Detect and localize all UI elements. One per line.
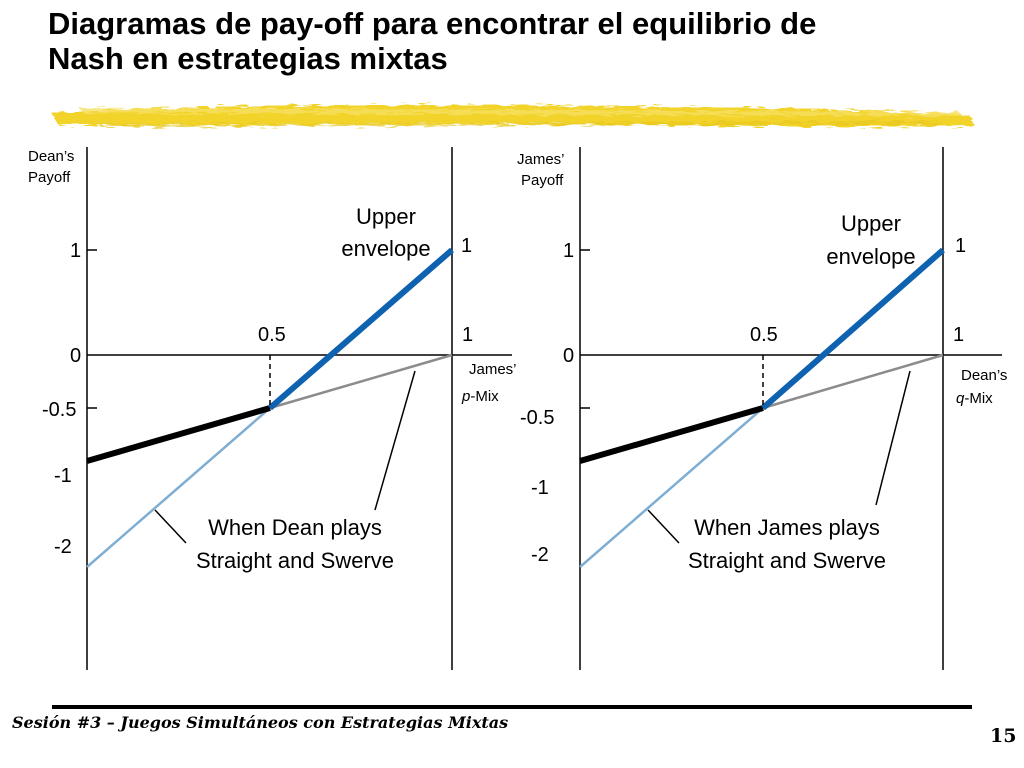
slide-title: Diagramas de pay-off para encontrar el e…: [48, 6, 988, 76]
left-straight-payoff-line: [86, 407, 271, 568]
left-upper-envelope-upper-segment: [268, 247, 454, 411]
left-x-label-one: 1: [462, 324, 473, 346]
right-tick-label-neg2: -2: [531, 544, 549, 566]
left-y-axis-label-line-2: Payoff: [28, 169, 71, 186]
right-x-label-one: 1: [953, 324, 964, 346]
right-x-axis-label-line-1: Dean’s: [961, 367, 1007, 384]
right-right-axis-label-one: 1: [955, 235, 966, 257]
left-x-axis-variable: p: [461, 388, 470, 405]
right-x-axis-suffix: -Mix: [964, 390, 993, 407]
right-pointer-straight: [647, 509, 680, 544]
left-tick-label-neg2: -2: [54, 536, 72, 558]
left-annotation-line-2: Straight and Swerve: [196, 548, 394, 573]
right-x-label-half: 0.5: [750, 324, 778, 346]
right-upper-envelope-lower-segment: [579, 405, 764, 464]
left-tick-label-0: 0: [70, 345, 81, 367]
right-tick-label-neg1: -1: [531, 477, 549, 499]
left-panel: Dean’s Payoff 1 0 -0.5 -1 -2 0.5 1 1 Upp…: [28, 147, 517, 670]
right-upper-envelope-label-line-2: envelope: [826, 244, 915, 269]
right-panel: James’ Payoff 1 0 -0.5 -1 -2 0.5 1 1 Upp…: [517, 147, 1007, 670]
left-upper-envelope-label-line-2: envelope: [341, 236, 430, 261]
title-highlight-stroke: [52, 104, 972, 127]
left-pointer-straight: [154, 509, 187, 544]
right-y-axis-label-line-1: James’: [517, 151, 565, 168]
left-x-axis-label-line-2: p-Mix: [461, 388, 499, 405]
slide-title-line-1: Diagramas de pay-off para encontrar el e…: [48, 6, 817, 41]
left-swerve-payoff-line: [269, 353, 453, 410]
left-y-axis-label-line-1: Dean’s: [28, 148, 74, 165]
left-upper-envelope-label-line-1: Upper: [356, 204, 416, 229]
right-y-axis-label-line-2: Payoff: [521, 172, 564, 189]
left-x-label-half: 0.5: [258, 324, 286, 346]
page-number: 15: [990, 725, 1017, 747]
right-upper-envelope-upper-segment: [761, 247, 945, 411]
left-x-axis-label-line-1: James’: [469, 361, 517, 378]
right-swerve-payoff-line: [762, 353, 944, 410]
footer-session-text: Sesión #3 – Juegos Simultáneos con Estra…: [12, 713, 509, 732]
right-tick-label-0: 0: [563, 345, 574, 367]
left-upper-envelope-lower-segment: [86, 405, 271, 464]
right-straight-payoff-line: [579, 407, 764, 568]
right-pointer-swerve: [875, 370, 911, 506]
left-pointer-swerve: [374, 370, 416, 511]
left-tick-label-neg05: -0.5: [42, 399, 76, 421]
right-annotation-line-1: When James plays: [694, 515, 880, 540]
left-right-axis-label-one: 1: [461, 235, 472, 257]
left-tick-label-1: 1: [70, 240, 81, 262]
right-upper-envelope-label-line-1: Upper: [841, 211, 901, 236]
left-x-axis-suffix: -Mix: [470, 388, 499, 405]
right-annotation-line-2: Straight and Swerve: [688, 548, 886, 573]
right-tick-label-neg05: -0.5: [520, 407, 554, 429]
left-annotation-line-1: When Dean plays: [208, 515, 382, 540]
slide-title-line-2: Nash en estrategias mixtas: [48, 41, 448, 76]
right-tick-label-1: 1: [563, 240, 574, 262]
right-x-axis-label-line-2: q-Mix: [956, 390, 993, 407]
right-x-axis-variable: q: [956, 390, 965, 407]
left-tick-label-neg1: -1: [54, 465, 72, 487]
